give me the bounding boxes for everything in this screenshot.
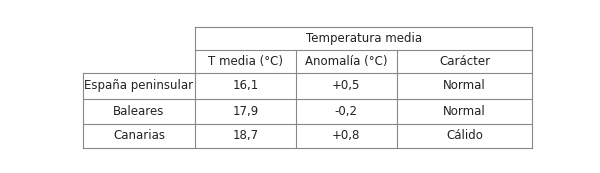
Text: 17,9: 17,9 xyxy=(232,105,259,118)
Text: T media (°C): T media (°C) xyxy=(208,55,283,68)
Text: Normal: Normal xyxy=(443,79,486,92)
Text: -0,2: -0,2 xyxy=(335,105,358,118)
Text: Normal: Normal xyxy=(443,105,486,118)
Text: +0,8: +0,8 xyxy=(332,129,361,142)
Text: España peninsular: España peninsular xyxy=(85,79,193,92)
Text: +0,5: +0,5 xyxy=(332,79,361,92)
Text: 18,7: 18,7 xyxy=(232,129,259,142)
Text: Carácter: Carácter xyxy=(439,55,490,68)
Text: Temperatura media: Temperatura media xyxy=(305,32,422,45)
Text: Anomalía (°C): Anomalía (°C) xyxy=(305,55,388,68)
Text: Canarias: Canarias xyxy=(113,129,165,142)
Text: 16,1: 16,1 xyxy=(232,79,259,92)
Text: Cálido: Cálido xyxy=(446,129,483,142)
Text: Baleares: Baleares xyxy=(113,105,164,118)
